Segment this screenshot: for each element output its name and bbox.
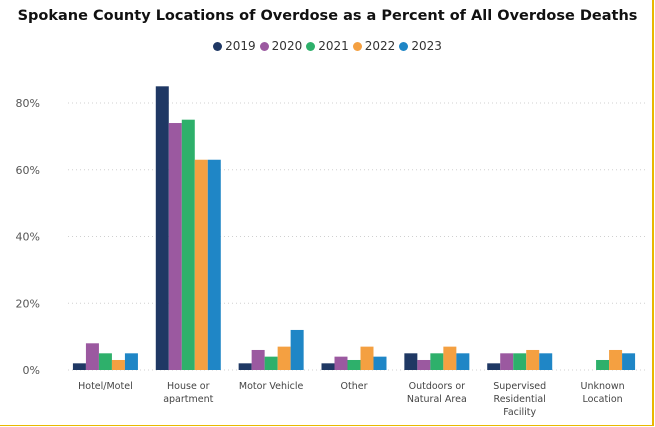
bar-2023-3 — [373, 356, 387, 370]
bar-2022-1 — [194, 159, 208, 370]
legend-label: 2021 — [318, 39, 349, 53]
bar-2021-6 — [596, 359, 610, 370]
legend-label: 2023 — [411, 39, 442, 53]
x-tick-label: House or — [167, 381, 210, 392]
x-tick-label: Unknown — [581, 381, 625, 392]
bar-2020-1 — [168, 123, 182, 371]
bar-2023-5 — [539, 353, 553, 370]
y-tick-label: 80% — [16, 97, 40, 110]
x-tick-label: Residential — [494, 394, 546, 405]
bar-2021-3 — [347, 359, 361, 370]
x-tick-label: apartment — [163, 394, 213, 405]
chart-title: Spokane County Locations of Overdose as … — [17, 8, 638, 24]
bar-2021-1 — [181, 119, 195, 370]
x-tick-label: Location — [582, 394, 622, 405]
legend-item-2020[interactable]: 2020 — [259, 39, 303, 53]
legend-item-2022[interactable]: 2022 — [352, 39, 396, 53]
bar-2019-3 — [321, 363, 335, 370]
bar-2020-3 — [334, 356, 348, 370]
bar-2020-2 — [251, 349, 265, 370]
x-tick-label: Outdoors or — [409, 381, 466, 392]
y-tick-label: 0% — [23, 364, 40, 377]
legend-label: 2020 — [271, 39, 303, 53]
y-tick-label: 40% — [16, 231, 40, 244]
legend-marker — [399, 41, 409, 51]
bar-2022-6 — [609, 349, 623, 370]
bar-2023-0 — [124, 353, 138, 370]
bar-2020-0 — [85, 343, 99, 370]
x-tick-label: Natural Area — [407, 394, 467, 405]
x-tick-label: Supervised — [493, 381, 546, 392]
legend-label: 2022 — [364, 39, 396, 53]
bar-2020-5 — [500, 353, 514, 370]
y-tick-label: 60% — [16, 164, 40, 177]
bar-2020-4 — [417, 359, 431, 370]
x-tick-label: Motor Vehicle — [239, 381, 304, 392]
bar-2023-2 — [290, 329, 304, 370]
bar-2021-5 — [513, 353, 527, 370]
x-tick-label: Facility — [503, 407, 536, 418]
bar-2022-5 — [526, 349, 540, 370]
bar-2023-4 — [456, 353, 470, 370]
y-tick-label: 20% — [16, 297, 40, 310]
legend-item-2021[interactable]: 2021 — [306, 39, 349, 53]
bar-2019-5 — [487, 363, 501, 370]
bar-2019-0 — [72, 363, 86, 370]
legend-marker — [306, 41, 316, 51]
bar-2019-1 — [155, 86, 169, 370]
legend-item-2023[interactable]: 2023 — [399, 39, 442, 53]
x-tick-label: Other — [341, 381, 368, 392]
bar-2019-2 — [238, 363, 252, 370]
bar-2022-3 — [360, 346, 374, 370]
bar-2022-0 — [111, 359, 125, 370]
legend-marker — [259, 41, 269, 51]
bar-2022-2 — [277, 346, 291, 370]
bar-2019-4 — [404, 353, 418, 370]
bar-2021-2 — [264, 356, 278, 370]
bar-2022-4 — [443, 346, 457, 370]
legend-item-2019[interactable]: 2019 — [213, 39, 256, 53]
bar-2021-0 — [98, 353, 112, 370]
legend: 2019 2020 2021 2022 2023 — [0, 39, 655, 54]
bar-2023-6 — [622, 353, 636, 370]
bar-2023-1 — [207, 159, 221, 370]
bar-2021-4 — [430, 353, 444, 370]
x-tick-label: Hotel/Motel — [78, 381, 133, 392]
legend-marker — [213, 41, 223, 51]
legend-label: 2019 — [225, 39, 256, 53]
legend-marker — [352, 41, 362, 51]
